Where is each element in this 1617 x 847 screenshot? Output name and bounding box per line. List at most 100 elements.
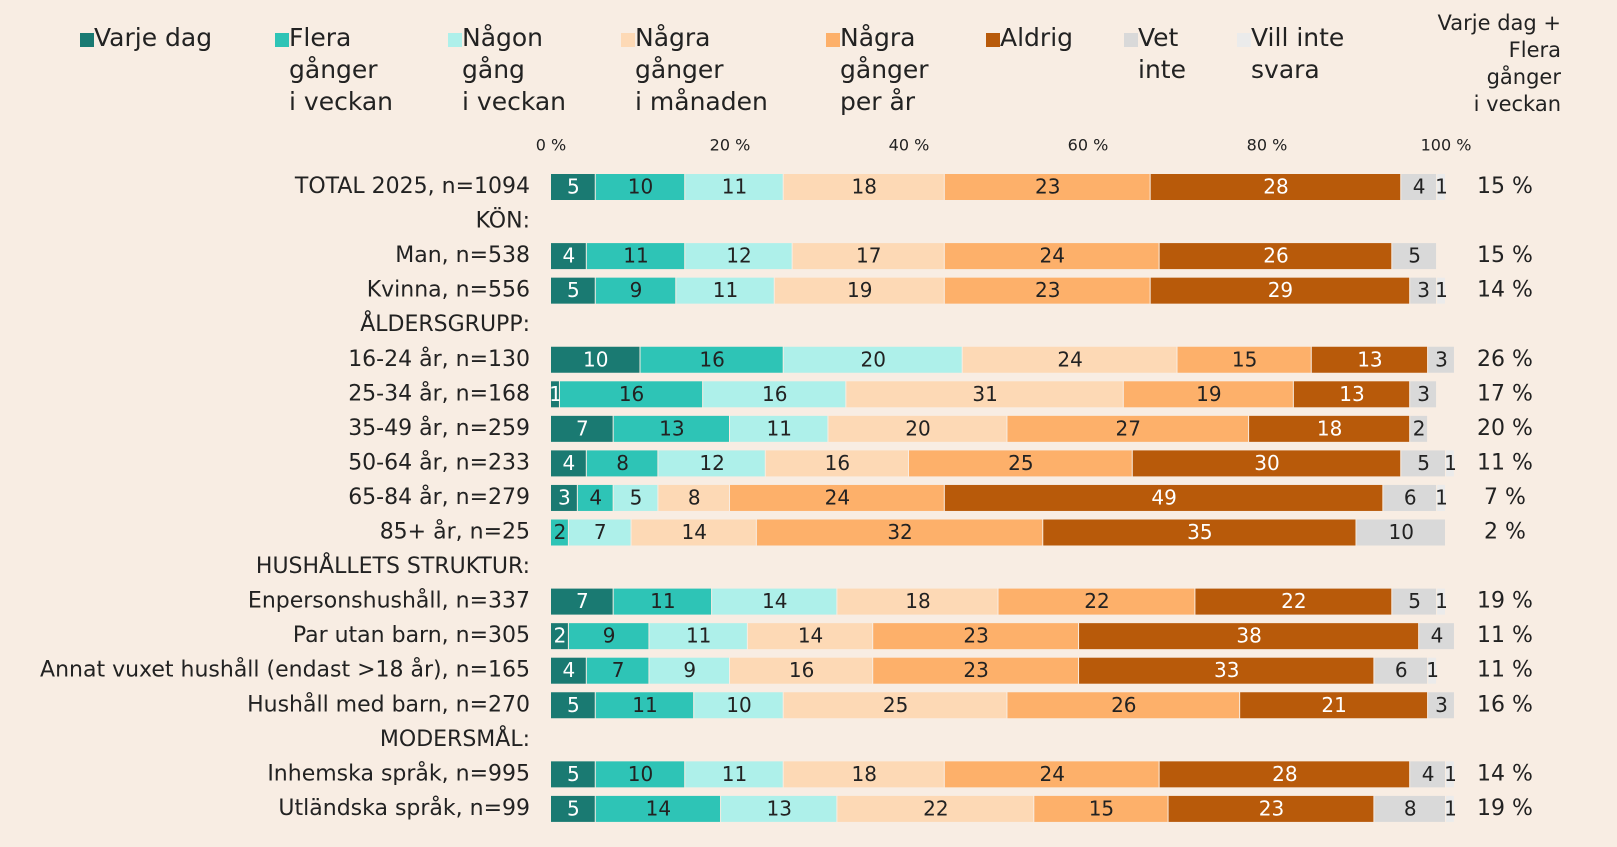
x-tick-label: 100 % [1421, 136, 1472, 155]
bar-segment [1007, 415, 1249, 442]
data-label: 1 [549, 382, 562, 406]
bar-segment [730, 657, 873, 684]
bar-segment [783, 174, 944, 200]
bar-segment [568, 519, 631, 546]
data-label: 18 [852, 762, 877, 786]
data-label: 7 [576, 416, 589, 440]
data-label: 13 [659, 416, 684, 440]
data-label: 5 [1408, 589, 1421, 613]
bar-segment [613, 484, 658, 511]
summary-label: 2 % [1484, 520, 1526, 545]
bar-segment [1437, 277, 1445, 304]
data-label: 4 [563, 451, 576, 475]
bar-segment [1446, 795, 1454, 822]
data-label: 11 [722, 175, 747, 199]
bar-segment [730, 415, 828, 442]
category-label: 65-84 år, n=279 [348, 484, 530, 510]
summary-label: 14 % [1477, 761, 1533, 786]
bar-segment [1356, 519, 1445, 546]
data-label: 25 [1008, 451, 1033, 475]
bar-segment [712, 588, 837, 615]
bar-segment [551, 623, 568, 650]
legend-label: Vet inte [1138, 23, 1186, 84]
data-label: 9 [630, 278, 643, 302]
bar-segment [1293, 381, 1410, 408]
bar-segment [721, 795, 837, 822]
summary-label: 19 % [1477, 589, 1533, 614]
data-label: 1 [1444, 796, 1457, 820]
category-label: Kvinna, n=556 [367, 278, 530, 303]
category-label: 35-49 år, n=259 [348, 415, 530, 441]
bar-segment [1249, 415, 1410, 442]
data-label: 4 [563, 244, 576, 268]
bar-segment [586, 243, 685, 270]
bar-segment [613, 415, 729, 442]
data-label: 10 [583, 347, 608, 371]
bar-segment [1150, 277, 1410, 304]
data-label: 2 [554, 520, 567, 544]
category-label: Man, n=538 [395, 243, 530, 268]
data-label: 20 [860, 347, 885, 371]
data-label: 11 [650, 589, 675, 613]
legend-swatch [1124, 33, 1138, 47]
bar-segment [998, 588, 1195, 615]
summary-label: 16 % [1477, 692, 1533, 717]
bar-segment [595, 174, 685, 200]
data-label: 1 [1444, 451, 1457, 475]
category-label: Enpersonshushåll, n=337 [248, 588, 530, 614]
bar-segment [756, 519, 1043, 546]
data-label: 17 [856, 244, 881, 268]
summary-label: 7 % [1484, 485, 1526, 510]
data-label: 27 [1116, 416, 1141, 440]
legend-label: Några gånger per år [840, 23, 929, 116]
data-label: 13 [1357, 347, 1382, 371]
data-label: 10 [726, 693, 751, 717]
bar-segment [1311, 346, 1428, 373]
bar-segment [1428, 657, 1437, 684]
data-label: 26 [1111, 693, 1136, 717]
data-label: 24 [1057, 347, 1082, 371]
data-label: 16 [789, 658, 814, 682]
bar-segment [1043, 519, 1356, 546]
category-label: ÅLDERSGRUPP: [360, 310, 530, 337]
summary-label: 14 % [1477, 278, 1533, 303]
x-tick-label: 80 % [1247, 136, 1288, 155]
data-label: 3 [1435, 347, 1448, 371]
data-label: 16 [762, 382, 787, 406]
data-label: 22 [923, 796, 948, 820]
data-label: 1 [1435, 278, 1448, 302]
bar-segment [944, 484, 1383, 511]
legend-label: Någon gång i veckan [462, 23, 567, 116]
data-label: 26 [1263, 244, 1288, 268]
data-label: 23 [1035, 278, 1060, 302]
bar-segment [837, 588, 998, 615]
legend-swatch [1237, 33, 1251, 47]
bar-segment [586, 450, 658, 477]
data-label: 10 [628, 175, 653, 199]
bar-segment [551, 381, 559, 408]
data-label: 6 [1395, 658, 1408, 682]
bar-segment [774, 277, 944, 304]
bar-segment [1428, 692, 1454, 719]
legend-swatch [275, 33, 289, 47]
bar-segment [595, 692, 694, 719]
data-label: 24 [1039, 762, 1064, 786]
bar-segment [568, 623, 649, 650]
data-label: 1 [1435, 485, 1448, 509]
bar-segment [1123, 381, 1293, 408]
bar-segment [685, 174, 783, 200]
bar-segment [649, 657, 729, 684]
bar-segment [783, 346, 962, 373]
bar-segment [1195, 588, 1392, 615]
data-label: 18 [905, 589, 930, 613]
bar-segment [595, 795, 721, 822]
summary-label: 15 % [1477, 174, 1533, 199]
data-label: 10 [628, 762, 653, 786]
data-label: 19 [847, 278, 872, 302]
bar-segment [685, 761, 783, 788]
data-label: 18 [852, 175, 877, 199]
bar-segment [1446, 450, 1454, 477]
bar-segment [1383, 484, 1437, 511]
